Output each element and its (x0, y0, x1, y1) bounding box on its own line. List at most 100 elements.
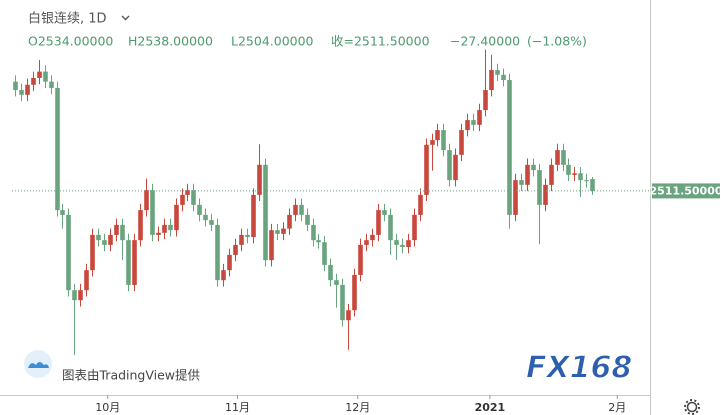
symbol-title: 白银连续, 1D (28, 11, 107, 27)
interval-chevron[interactable] (121, 15, 130, 21)
candle-body (126, 240, 131, 285)
candle-body (299, 204, 304, 215)
candle-body (322, 242, 327, 265)
candle-body (418, 194, 423, 215)
candle-body (221, 270, 226, 281)
candle-body (60, 210, 65, 215)
candle-body (263, 164, 268, 261)
candle-body (525, 164, 530, 185)
candle-body (233, 244, 238, 255)
candle-body (215, 224, 220, 281)
candle-body (453, 154, 458, 181)
candle-body (84, 270, 89, 291)
plot-area (13, 49, 595, 355)
candle-body (549, 164, 554, 185)
candle-body (120, 224, 125, 241)
candle-body (447, 150, 452, 181)
candle-body (311, 224, 316, 241)
x-tick-label: 10月 (95, 401, 120, 414)
candle-body (227, 254, 232, 271)
candle-body (364, 240, 369, 245)
gear-ring[interactable] (686, 401, 698, 413)
candle-body (269, 230, 274, 261)
candle-body (555, 150, 560, 165)
candle-body (435, 130, 440, 141)
candle-body (43, 71, 48, 82)
candle-body (287, 214, 292, 229)
candle-body (495, 70, 500, 75)
candle-body (424, 144, 429, 195)
candle-body (382, 210, 387, 215)
candle-body (340, 284, 345, 321)
candle-body (578, 173, 583, 181)
candle-body (406, 240, 411, 248)
candle-body (251, 194, 256, 237)
candle-body (471, 120, 476, 125)
watermark: 图表由TradingView提供 (62, 368, 200, 383)
candle-body (174, 204, 179, 231)
candle-body (400, 244, 405, 248)
tv-logo-cloud (28, 362, 49, 368)
candle-body (507, 80, 512, 215)
ohlc-open: O2534.00000 (28, 34, 113, 49)
ohlc-low: L2504.00000 (231, 34, 314, 49)
candle-body (25, 84, 30, 95)
candle-body (102, 240, 107, 245)
ohlc-line: O2534.00000 H2538.00000 L2504.00000 收=25… (28, 34, 587, 49)
x-tick-label: 11月 (225, 401, 250, 414)
candle-body (180, 194, 185, 205)
candle-body (489, 70, 494, 91)
x-tick-label: 12月 (345, 401, 370, 414)
candle-body (96, 234, 101, 241)
candle-body (561, 150, 566, 165)
candle-body (590, 179, 595, 191)
candle-body (388, 214, 393, 241)
candle-body (531, 164, 536, 171)
candle-body (537, 170, 542, 205)
fx168-logo: FX168 (526, 351, 632, 386)
ohlc-close: 收=2511.50000 (331, 34, 430, 49)
gear-teeth[interactable] (684, 399, 700, 415)
candle-body (144, 190, 149, 211)
candle-body (37, 71, 42, 78)
ohlc-change: −27.40000 (450, 34, 520, 49)
candle-body (477, 110, 482, 125)
candle-body (72, 290, 77, 301)
candle-body (334, 280, 339, 285)
candle-body (543, 184, 548, 205)
candle-body (66, 214, 71, 291)
candle-body (132, 240, 137, 285)
candle-body (168, 224, 173, 231)
candle-body (162, 224, 167, 233)
candle-body (209, 220, 214, 225)
candle-body (275, 230, 280, 234)
candle-body (108, 234, 113, 245)
candle-body (358, 244, 363, 275)
candle-body (316, 240, 321, 243)
candle-body (513, 180, 518, 215)
candle-body (465, 120, 470, 131)
candle-body (114, 224, 119, 235)
candle-body (293, 204, 298, 215)
candle-body (352, 274, 357, 311)
candle-body (305, 214, 310, 225)
candle-body (13, 81, 18, 91)
candle-body (412, 214, 417, 241)
candle-body (584, 180, 589, 182)
candle-body (519, 180, 524, 185)
candle-body (328, 264, 333, 281)
candle-body (78, 290, 83, 301)
candle-body (281, 228, 286, 234)
ohlc-high: H2538.00000 (128, 34, 213, 49)
candle-body (501, 74, 506, 81)
candle-body (19, 90, 24, 95)
candle-body (197, 204, 202, 215)
candle-body (572, 173, 577, 175)
settings-gear[interactable] (684, 399, 700, 415)
x-tick-label: 2021 (475, 401, 506, 414)
candle-body (203, 214, 208, 221)
candle-body (55, 87, 60, 211)
x-tick-label: 2月 (608, 401, 626, 414)
candle-body (239, 234, 244, 245)
